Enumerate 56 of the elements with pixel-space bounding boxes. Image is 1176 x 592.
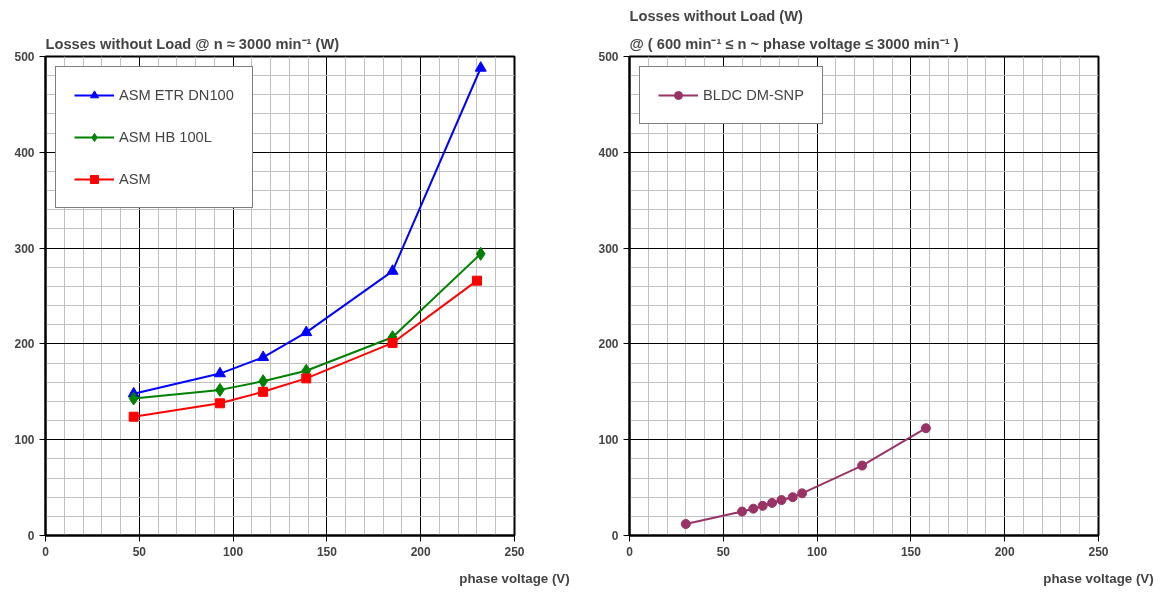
y-tick-label: 300	[598, 241, 619, 256]
point	[757, 500, 768, 511]
point	[128, 391, 139, 406]
point	[475, 246, 486, 261]
legend-label: ASM	[119, 171, 151, 187]
y-tick-label: 500	[14, 50, 35, 64]
legend-label: BLDC DM-SNP	[703, 87, 804, 103]
y-tick-label: 100	[14, 433, 35, 448]
legend-label: ASM ETR DN100	[119, 87, 234, 103]
x-tick-label: 200	[410, 544, 432, 559]
point	[471, 275, 482, 286]
x-tick-label: 250	[1088, 544, 1109, 559]
x-tick-label: 50	[716, 544, 731, 559]
point	[680, 519, 691, 529]
x-tick-label: 150	[316, 544, 338, 559]
y-tick-label: 100	[598, 433, 619, 448]
point	[857, 460, 868, 471]
point	[737, 506, 748, 517]
point	[257, 350, 270, 361]
legend-label: ASM HB 100L	[119, 129, 212, 145]
chart-subtitle: @ ( 600 min⁻¹ ≤ n ~ phase voltage ≤ 3000 min⁻¹ )	[629, 35, 959, 52]
point	[386, 264, 399, 275]
point	[767, 497, 778, 508]
point	[214, 398, 225, 409]
y-tick-label: 200	[598, 337, 619, 352]
x-tick-label: 50	[132, 544, 147, 559]
chart-title: Losses without Load (W)	[629, 7, 804, 24]
chart-title: Losses without Load @ n ≈ 3000 min⁻¹ (W)	[45, 35, 340, 52]
x-tick-label: 0	[626, 544, 634, 559]
point	[301, 373, 312, 384]
y-tick-label: 300	[14, 241, 35, 256]
x-tick-label: 150	[900, 544, 922, 559]
x-tick-label: 250	[504, 544, 525, 559]
x-tick-label: 0	[42, 544, 50, 559]
point	[748, 503, 759, 514]
point	[300, 325, 313, 337]
point	[474, 61, 487, 72]
point	[387, 337, 398, 348]
y-tick-label: 0	[27, 529, 35, 543]
x-axis-title: phase voltage (V)	[459, 570, 570, 586]
y-tick-label: 400	[14, 145, 35, 160]
y-tick-label: 0	[611, 529, 619, 543]
point	[128, 411, 139, 422]
point	[787, 492, 798, 503]
x-axis-title: phase voltage (V)	[1043, 570, 1154, 586]
y-tick-label: 400	[598, 145, 619, 160]
point	[776, 495, 787, 506]
point	[258, 386, 269, 397]
x-tick-label: 200	[994, 544, 1016, 559]
point	[797, 488, 808, 499]
point	[920, 423, 931, 434]
y-tick-label: 200	[14, 337, 35, 352]
x-tick-label: 100	[223, 544, 244, 559]
point	[213, 366, 226, 378]
y-tick-label: 500	[598, 50, 619, 64]
x-tick-label: 100	[807, 544, 828, 559]
